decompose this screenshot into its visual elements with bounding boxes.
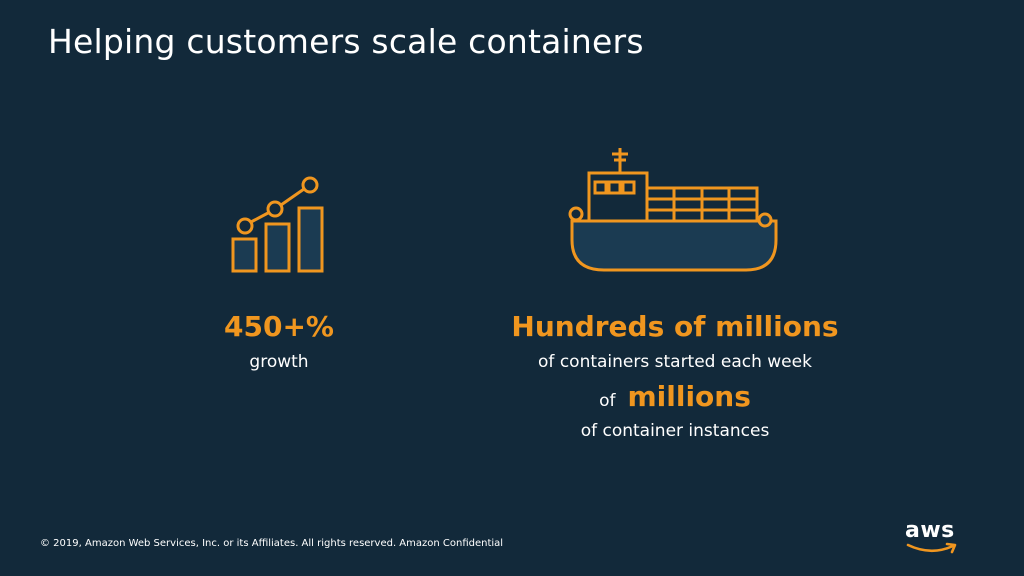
instances-stat-value: millions: [627, 380, 751, 413]
container-ship-icon: [568, 148, 778, 272]
aws-logo-text: aws: [905, 518, 955, 543]
aws-logo: aws: [905, 518, 959, 556]
containers-stat-value: Hundreds of millions: [511, 310, 839, 343]
instances-stat-row: of millions: [470, 380, 880, 413]
slide-title: Helping customers scale containers: [48, 22, 644, 61]
aws-smile-icon: [906, 542, 957, 554]
instances-stat-caption: of container instances: [580, 421, 770, 441]
containers-stat-caption: of containers started each week: [538, 352, 812, 372]
instances-stat-prefix: of: [599, 391, 616, 411]
growth-stat-caption: growth: [249, 352, 309, 372]
copyright-footer: © 2019, Amazon Web Services, Inc. or its…: [40, 538, 504, 549]
growth-stat-value: 450+%: [224, 310, 334, 343]
growth-chart-icon: [231, 176, 324, 273]
